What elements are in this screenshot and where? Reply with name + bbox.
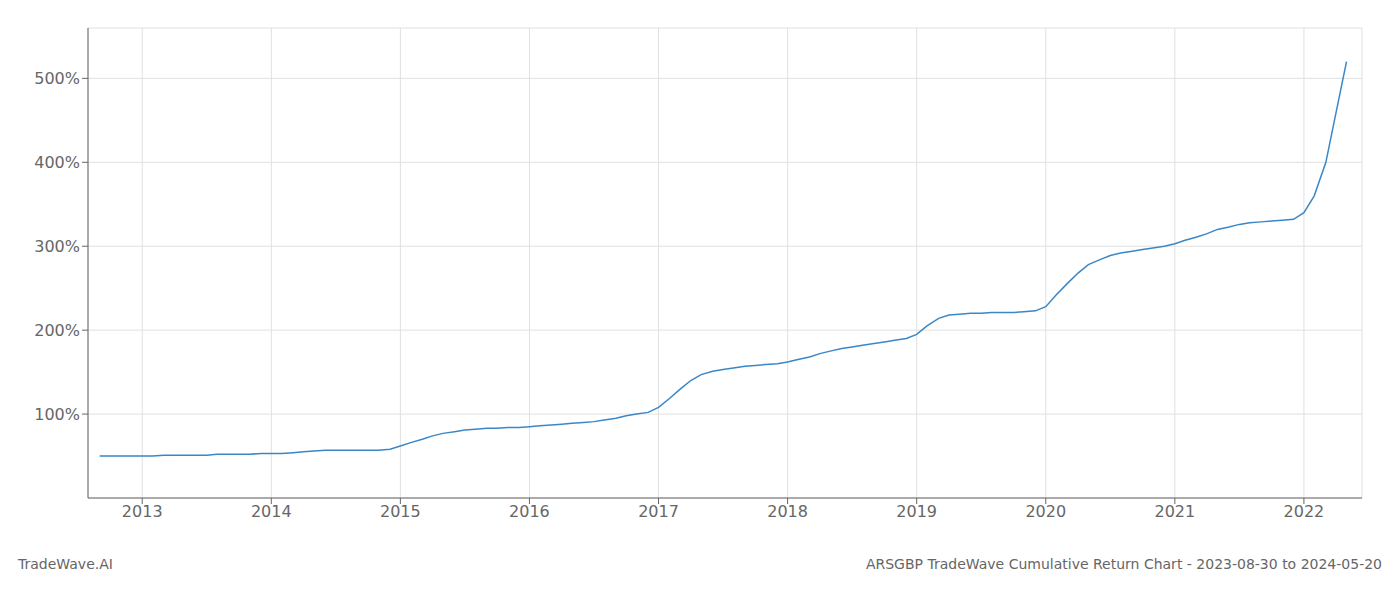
svg-text:300%: 300% — [34, 237, 80, 256]
svg-text:2015: 2015 — [380, 502, 421, 521]
svg-text:2021: 2021 — [1154, 502, 1195, 521]
svg-text:2014: 2014 — [251, 502, 292, 521]
svg-text:200%: 200% — [34, 321, 80, 340]
html-text:TradeWave.AI: TradeWave.AI — [18, 556, 113, 572]
svg-text:2022: 2022 — [1284, 502, 1325, 521]
svg-text:2018: 2018 — [767, 502, 808, 521]
svg-text:400%: 400% — [34, 153, 80, 172]
svg-text:500%: 500% — [34, 69, 80, 88]
svg-text:2019: 2019 — [896, 502, 937, 521]
svg-text:2017: 2017 — [638, 502, 679, 521]
svg-text:2020: 2020 — [1025, 502, 1066, 521]
svg-text:100%: 100% — [34, 405, 80, 424]
svg-text:2016: 2016 — [509, 502, 550, 521]
html-text:ARSGBP TradeWave Cumulative Re: ARSGBP TradeWave Cumulative Return Chart… — [865, 556, 1382, 572]
svg-text:2013: 2013 — [122, 502, 163, 521]
